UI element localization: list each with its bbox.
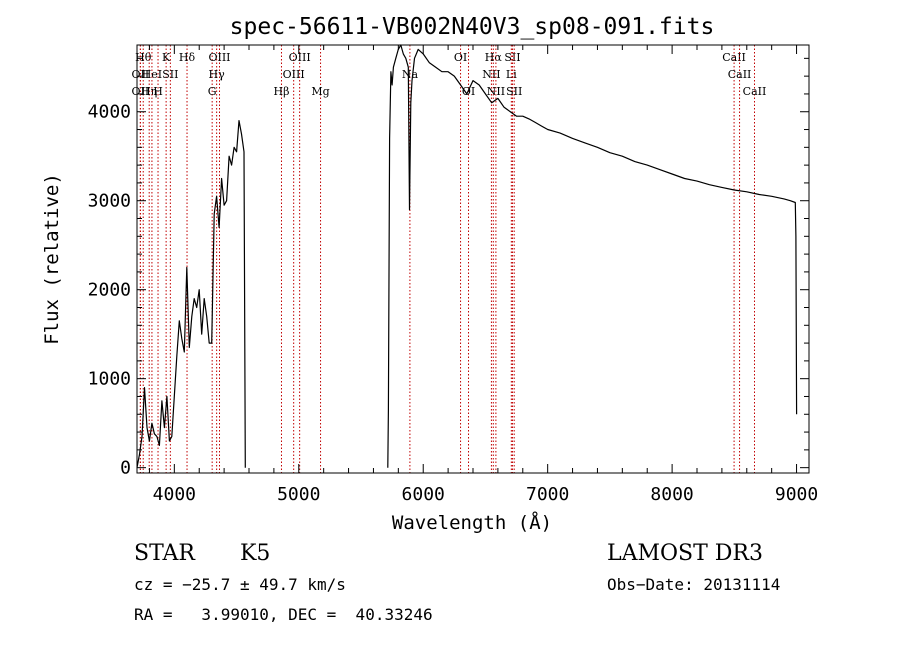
line-marker-label: OIII	[208, 51, 230, 64]
line-marker-label: G	[208, 85, 217, 98]
line-marker-label: Hγ	[209, 68, 226, 81]
line-marker-label: Mg	[311, 85, 329, 98]
line-marker-label: Hδ	[179, 51, 196, 64]
line-marker-label: CaII	[728, 68, 752, 81]
coordinates: RA = 3.99010, DEC = 40.33246	[134, 605, 433, 624]
line-marker-label: OII	[132, 85, 150, 98]
line-marker-label: OI	[454, 51, 467, 64]
y-axis: 0 1000 2000 3000 4000	[88, 57, 809, 479]
line-marker-label: Na	[402, 68, 419, 81]
line-marker-label: Hα	[485, 51, 503, 64]
line-marker-label: CaII	[722, 51, 746, 64]
survey-name: LAMOST DR3	[607, 541, 763, 566]
x-tick-label: 8000	[650, 484, 693, 505]
x-tick-label: 4000	[153, 484, 196, 505]
line-marker-label: SII	[162, 68, 178, 81]
chart-title: spec-56611-VB002N40V3_sp08-091.fits	[230, 14, 715, 40]
y-tick-label: 0	[120, 458, 131, 479]
x-axis-label: Wavelength (Å)	[392, 511, 552, 534]
line-marker-label: CaII	[743, 85, 767, 98]
line-marker-label: Hη	[141, 85, 157, 98]
obs-date: Obs−Date: 20131114	[607, 575, 780, 594]
line-marker-label: NII	[487, 85, 505, 98]
x-tick-label: 7000	[526, 484, 569, 505]
redshift-readout: cz = −25.7 ± 49.7 km/s	[134, 575, 346, 594]
y-tick-label: 1000	[88, 369, 131, 390]
x-tick-label: 6000	[402, 484, 445, 505]
object-class: STAR	[134, 541, 196, 566]
y-tick-label: 4000	[88, 102, 131, 123]
series-group	[136, 44, 798, 468]
line-marker-group: HθOIIOIIHηHeIHKSIIHδGHγOIIIHβOIIIOIIIMgN…	[132, 45, 767, 473]
line-marker-label: OIII	[283, 68, 305, 81]
spectrum-line	[387, 44, 798, 468]
line-marker-label: H	[153, 85, 163, 98]
y-tick-label: 3000	[88, 191, 131, 212]
line-marker-label: Li	[506, 68, 517, 81]
x-axis: 4000 5000 6000 7000 8000 9000	[148, 45, 818, 505]
spectrum-line	[136, 119, 246, 468]
line-marker-label: NII	[482, 68, 500, 81]
x-tick-label: 9000	[775, 484, 818, 505]
y-tick-label: 2000	[88, 280, 131, 301]
line-marker-label: HeI	[142, 68, 162, 81]
line-marker-label: Hθ	[135, 51, 152, 64]
line-marker-label: SII	[504, 51, 520, 64]
line-marker-label: OIII	[289, 51, 311, 64]
x-tick-label: 5000	[277, 484, 320, 505]
plot-frame	[136, 44, 810, 474]
object-subclass: K5	[240, 541, 270, 566]
line-marker-label: K	[162, 51, 171, 64]
line-marker-label: SII	[506, 85, 522, 98]
line-marker-label: Hβ	[274, 85, 290, 98]
y-axis-label: Flux (relative)	[41, 173, 63, 345]
